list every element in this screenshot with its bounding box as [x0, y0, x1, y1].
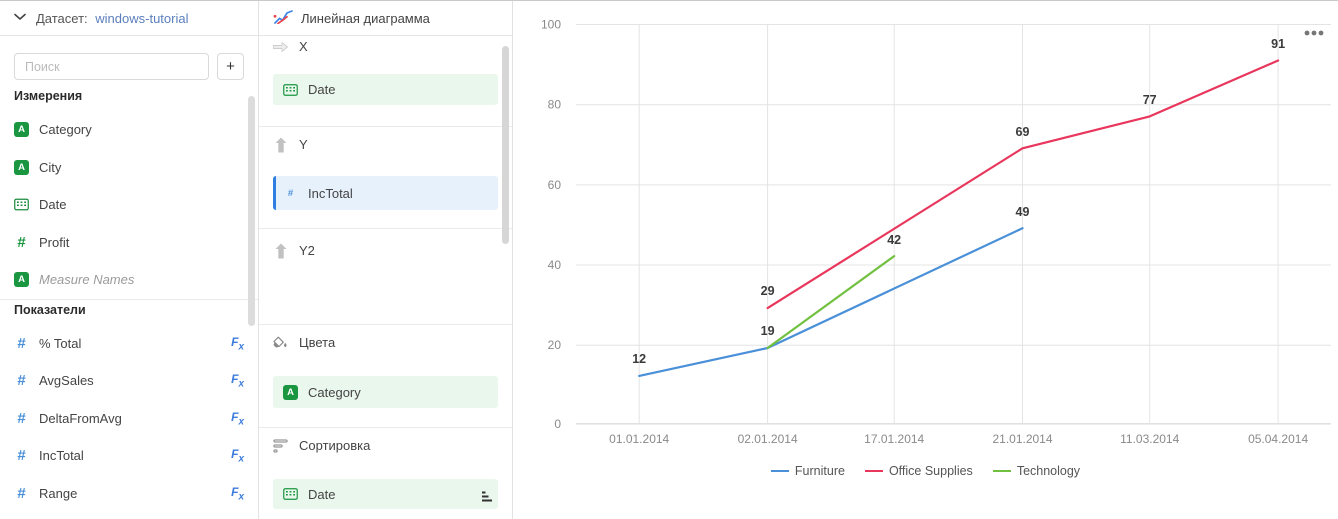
svg-text:60: 60	[548, 178, 562, 192]
svg-text:49: 49	[1016, 205, 1030, 219]
svg-text:05.04.2014: 05.04.2014	[1248, 432, 1308, 446]
svg-text:29: 29	[761, 284, 775, 298]
svg-text:42: 42	[887, 233, 901, 247]
svg-text:02.01.2014: 02.01.2014	[738, 432, 798, 446]
svg-text:20: 20	[548, 338, 562, 352]
svg-text:91: 91	[1271, 37, 1285, 51]
svg-text:11.03.2014: 11.03.2014	[1120, 432, 1179, 446]
svg-text:77: 77	[1143, 93, 1157, 107]
svg-text:80: 80	[548, 98, 562, 112]
svg-text:01.01.2014: 01.01.2014	[609, 432, 669, 446]
svg-text:17.01.2014: 17.01.2014	[864, 432, 924, 446]
svg-text:12: 12	[632, 352, 646, 366]
svg-text:100: 100	[541, 18, 561, 32]
svg-text:69: 69	[1016, 125, 1030, 139]
svg-text:40: 40	[548, 258, 562, 272]
svg-text:19: 19	[761, 324, 775, 338]
svg-text:0: 0	[554, 417, 561, 431]
svg-text:21.01.2014: 21.01.2014	[992, 432, 1052, 446]
